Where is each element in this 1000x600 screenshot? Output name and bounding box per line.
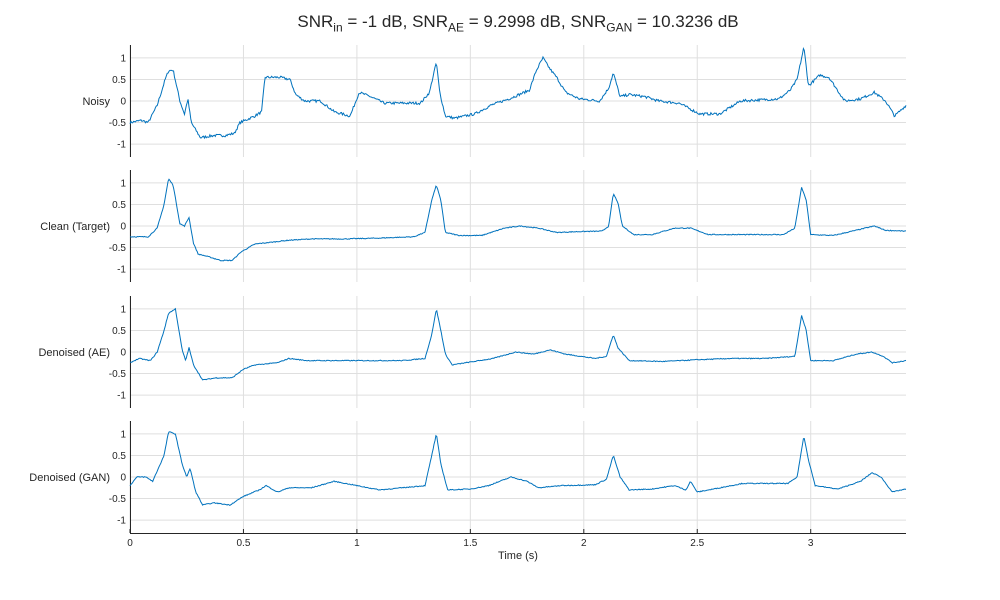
subplot-2: 1 0.5 0 -0.5 -1 Denoised (AE) bbox=[38, 296, 907, 408]
y-tick-label: 0.5 bbox=[112, 75, 126, 86]
x-tick-label: 2 bbox=[581, 538, 587, 549]
subplot-1: 1 0.5 0 -0.5 -1 Clean (Target) bbox=[40, 170, 906, 282]
series-line-noisy bbox=[129, 47, 907, 140]
y-axis-label: Denoised (AE) bbox=[38, 347, 110, 359]
y-tick-label: 0 bbox=[120, 222, 126, 233]
x-tick-label: 0.5 bbox=[236, 538, 250, 549]
y-tick-label: 1 bbox=[120, 53, 126, 64]
title-snr-in: SNR bbox=[297, 12, 334, 31]
y-tick-label: 1 bbox=[120, 178, 126, 189]
title-snr-ae: SNR bbox=[412, 12, 448, 31]
x-tick-label: 3 bbox=[808, 538, 814, 549]
y-tick-label: 0 bbox=[120, 348, 126, 359]
title-sub-in: in bbox=[333, 20, 343, 35]
series-line-denoised-gan- bbox=[129, 431, 907, 507]
chart-title: SNRin = -1 dB, SNRAE = 9.2998 dB, SNRGAN… bbox=[0, 12, 1000, 34]
x-tick-label: 0 bbox=[127, 538, 133, 549]
y-tick-label: 0.5 bbox=[112, 326, 126, 337]
subplot-0: 1 0.5 0 -0.5 -1 Noisy bbox=[82, 45, 907, 157]
y-tick-label: 0.5 bbox=[112, 451, 126, 462]
series-line-denoised-ae- bbox=[129, 307, 907, 381]
title-value-in: = -1 dB, bbox=[342, 12, 413, 31]
y-axis-label: Noisy bbox=[82, 96, 110, 108]
x-axis-label: Time (s) bbox=[498, 550, 538, 562]
y-tick-label: 1 bbox=[120, 429, 126, 440]
y-tick-label: 1 bbox=[120, 304, 126, 315]
title-value-ae: = 9.2998 dB, bbox=[464, 12, 571, 31]
y-tick-label: 0 bbox=[120, 473, 126, 484]
title-sub-gan: GAN bbox=[606, 20, 633, 35]
y-tick-label: -1 bbox=[117, 140, 126, 151]
y-tick-label: -0.5 bbox=[109, 494, 127, 505]
y-tick-label: -0.5 bbox=[109, 369, 127, 380]
y-tick-label: 0.5 bbox=[112, 200, 126, 211]
title-sub-ae: AE bbox=[447, 20, 464, 35]
y-tick-label: -1 bbox=[117, 391, 126, 402]
y-axis-label: Clean (Target) bbox=[40, 221, 110, 233]
series-line-clean-target- bbox=[129, 178, 906, 262]
title-value-gan: = 10.3236 dB bbox=[632, 12, 739, 31]
y-tick-label: 0 bbox=[120, 97, 126, 108]
y-tick-label: -1 bbox=[117, 265, 126, 276]
y-axis-label: Denoised (GAN) bbox=[29, 472, 110, 484]
x-tick-label: 1 bbox=[354, 538, 360, 549]
title-snr-gan: SNR bbox=[570, 12, 607, 31]
x-tick-label: 1.5 bbox=[463, 538, 477, 549]
y-tick-label: -0.5 bbox=[109, 118, 127, 129]
x-tick-label: 2.5 bbox=[690, 538, 704, 549]
y-tick-label: -1 bbox=[117, 516, 126, 527]
y-tick-label: -0.5 bbox=[109, 243, 127, 254]
subplot-3: 1 0.5 0 -0.5 -1 Denoised (GAN) 0 0.5 1 1.5 2 2.5 3 Ti… bbox=[29, 421, 907, 562]
